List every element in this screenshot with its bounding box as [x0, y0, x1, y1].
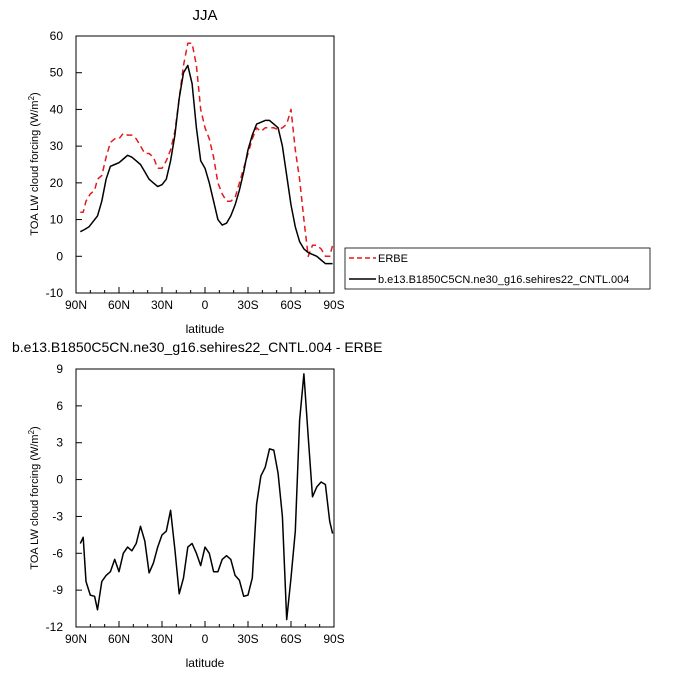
x-tick-label: 30S	[237, 632, 258, 646]
top-y-axis-label-tail: )	[29, 92, 41, 96]
y-tick-label: 10	[50, 213, 64, 227]
bottom-panel: b.e13.B1850C5CN.ne30_g16.sehires22_CNTL.…	[12, 339, 382, 670]
y-tick-label: -3	[52, 509, 63, 523]
bottom-y-axis-label-tail: )	[29, 426, 41, 430]
y-tick-label: 0	[56, 249, 63, 263]
y-tick-label: 9	[56, 362, 63, 376]
y-tick-label: -10	[46, 286, 64, 300]
bottom-x-axis-label: latitude	[186, 656, 225, 670]
x-tick-label: 0	[202, 298, 209, 312]
y-tick-label: 30	[50, 139, 64, 153]
top-plot-marks	[79, 42, 334, 265]
x-tick-label: 60N	[108, 632, 130, 646]
top-panel: JJA 90N 60N 30N 0 30S 60S 90S -10 0 10 20 30 40 50 60…	[27, 7, 345, 336]
y-tick-label: 60	[50, 29, 64, 43]
bottom-y-axis: -12 -9 -6 -3 0 3 6 9	[46, 362, 82, 634]
y-tick-label: 6	[56, 399, 63, 413]
legend-box	[344, 247, 651, 290]
top-chart-title: JJA	[192, 7, 217, 24]
series-line-1	[79, 64, 333, 265]
series-line-0	[79, 373, 334, 621]
y-tick-label: 50	[50, 66, 64, 80]
x-tick-label: 30S	[237, 298, 258, 312]
y-tick-label: -12	[46, 620, 64, 634]
bottom-y-axis-label-main: TOA LW cloud forcing (W/m	[29, 434, 41, 569]
x-tick-label: 60S	[280, 298, 301, 312]
y-tick-label: 40	[50, 102, 64, 116]
legend-label-erbe: ERBE	[378, 253, 408, 265]
bottom-y-axis-label-sup: 2	[27, 429, 36, 434]
x-tick-label: 60N	[108, 298, 130, 312]
bottom-plot-marks	[79, 373, 334, 621]
top-y-axis-label-main: TOA LW cloud forcing (W/m	[29, 100, 41, 235]
bottom-x-axis: 90N 60N 30N 0 30S 60S 90S	[65, 621, 345, 646]
y-tick-label: -9	[52, 583, 63, 597]
x-tick-label: 90N	[65, 632, 87, 646]
top-y-axis-label-sup: 2	[27, 95, 36, 100]
top-x-axis-label: latitude	[186, 322, 225, 336]
legend-label-model: b.e13.B1850C5CN.ne30_g16.sehires22_CNTL.…	[378, 274, 629, 286]
x-tick-label: 60S	[280, 632, 301, 646]
top-x-axis: 90N 60N 30N 0 30S 60S 90S	[65, 287, 345, 312]
x-tick-label: 30N	[151, 632, 173, 646]
y-tick-label: 0	[56, 473, 63, 487]
x-tick-label: 90S	[323, 632, 344, 646]
y-tick-label: 3	[56, 436, 63, 450]
legend: ERBE b.e13.B1850C5CN.ne30_g16.sehires22_…	[344, 247, 651, 290]
bottom-plot-frame	[75, 368, 335, 628]
x-tick-label: 90S	[323, 298, 344, 312]
top-y-axis-label: TOA LW cloud forcing (W/m2)	[27, 92, 41, 235]
bottom-y-axis-label: TOA LW cloud forcing (W/m2)	[27, 426, 41, 569]
x-tick-label: 30N	[151, 298, 173, 312]
bottom-chart-title: b.e13.B1850C5CN.ne30_g16.sehires22_CNTL.…	[12, 339, 382, 355]
y-tick-label: 20	[50, 176, 64, 190]
y-tick-label: -6	[52, 546, 63, 560]
x-tick-label: 0	[202, 632, 209, 646]
x-tick-label: 90N	[65, 298, 87, 312]
top-y-axis: -10 0 10 20 30 40 50 60	[46, 29, 82, 300]
series-line-0	[80, 42, 334, 258]
